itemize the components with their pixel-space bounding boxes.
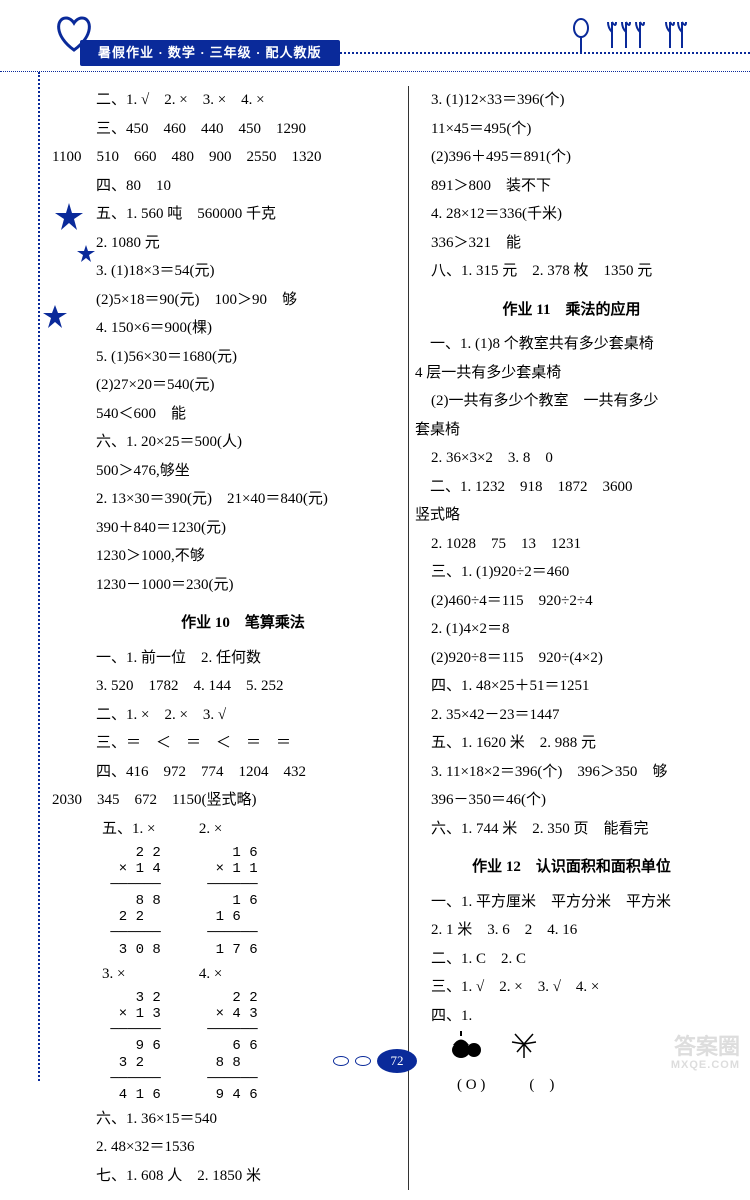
calc-label: 3. × [102, 966, 125, 982]
text-line: 二、1. √ 2. × 3. × 4. × [96, 86, 390, 115]
text-line: 三、450 460 440 450 1290 [96, 115, 390, 144]
calc-label: 4. × [199, 966, 222, 982]
calc-label: 2. × [199, 821, 222, 837]
tulip-icon [662, 18, 690, 52]
text-line: 390＋840＝1230(元) [96, 514, 390, 543]
text-line: 三、1. (1)920÷2＝460 [431, 558, 712, 587]
text-line: 4. 28×12＝336(千米) [431, 200, 712, 229]
content-columns: 二、1. √ 2. × 3. × 4. × 三、450 460 440 450 … [0, 72, 750, 1200]
text-line: 二、1. 1232 918 1872 3600 [415, 473, 712, 502]
text-line: 四、1. [431, 1002, 712, 1031]
vertical-calc: 2 2 × 1 4 ────── 8 8 2 2 ────── 3 0 8 [102, 845, 161, 958]
footer-oval-icon [333, 1056, 349, 1066]
page-header: 暑假作业 · 数学 · 三年级 · 配人教版 [0, 0, 750, 72]
text-line: 500＞476,够坐 [96, 457, 390, 486]
text-line: (2)460÷4＝115 920÷2÷4 [431, 587, 712, 616]
tulip-icon [606, 18, 646, 52]
text-line: 2030 345 672 1150(竖式略) [52, 786, 390, 815]
header-plants [572, 18, 690, 52]
text-line: 六、1. 744 米 2. 350 页 能看完 [431, 815, 712, 844]
text-line: 八、1. 315 元 2. 378 枚 1350 元 [431, 257, 712, 286]
text-line: (2)920÷8＝115 920÷(4×2) [431, 644, 712, 673]
text-line: 1230＞1000,不够 [96, 542, 390, 571]
text-line: 396－350＝46(个) [431, 786, 712, 815]
header-dots [340, 52, 750, 54]
answer-mark: ( O ) [457, 1071, 485, 1100]
page-footer: 72 [0, 1049, 750, 1073]
vertical-calc: 2 2 × 4 3 ────── 6 6 8 8 ────── 9 4 6 [199, 990, 258, 1103]
text-line: 5. (1)56×30＝1680(元) [96, 343, 390, 372]
text-line: (2)5×18＝90(元) 100＞90 够 [96, 286, 390, 315]
text-line: 3. (1)12×33＝396(个) [431, 86, 712, 115]
answer-row: ( O ) ( ) [457, 1071, 712, 1100]
text-line: 三、＝ ＜ ＝ ＜ ＝ ＝ [96, 729, 390, 758]
calc-label: 五、1. × [102, 821, 155, 837]
star-icon [42, 304, 68, 341]
right-column: 3. (1)12×33＝396(个) 11×45＝495(个) (2)396＋4… [409, 86, 722, 1190]
text-line: 1100 510 660 480 900 2550 1320 [52, 143, 390, 172]
vertical-calc: 3 2 × 1 3 ────── 9 6 3 2 ────── 4 1 6 [102, 990, 161, 1103]
page-number: 72 [377, 1049, 417, 1073]
answer-blank: ( ) [529, 1071, 554, 1100]
text-line: 891＞800 装不下 [431, 172, 712, 201]
text-line: 4. 150×6＝900(棵) [96, 314, 390, 343]
text-line: 2. (1)4×2＝8 [431, 615, 712, 644]
text-line: 四、1. 48×25＋51＝1251 [431, 672, 712, 701]
star-icon [76, 244, 96, 275]
text-line: 11×45＝495(个) [431, 115, 712, 144]
text-line: 竖式略 [415, 501, 712, 530]
text-line: 336＞321 能 [431, 229, 712, 258]
text-line: 2. 1 米 3. 6 2 4. 16 [431, 916, 712, 945]
text-line: 二、1. C 2. C [431, 945, 712, 974]
text-line: 540＜600 能 [96, 400, 390, 429]
text-line: 4 层一共有多少套桌椅 [415, 359, 712, 388]
text-line: 一、1. 平方厘米 平方分米 平方米 [431, 888, 712, 917]
footer-oval-icon [355, 1056, 371, 1066]
vertical-calc: 1 6 × 1 1 ────── 1 6 1 6 ────── 1 7 6 [199, 845, 258, 958]
text-line: 二、1. × 2. × 3. √ [96, 701, 390, 730]
text-line: 七、1. 608 人 2. 1850 米 [96, 1162, 390, 1191]
text-line: 五、1. 1620 米 2. 988 元 [431, 729, 712, 758]
text-line: 1230－1000＝230(元) [96, 571, 390, 600]
text-line: 一、1. 前一位 2. 任何数 [96, 644, 390, 673]
star-icon [54, 202, 84, 243]
text-line: (2)396＋495＝891(个) [431, 143, 712, 172]
text-line: 六、1. 36×15＝540 [96, 1105, 390, 1134]
text-line: 3. 11×18×2＝396(个) 396＞350 够 [431, 758, 712, 787]
text-line: 2. 1028 75 13 1231 [431, 530, 712, 559]
text-line: 2. 1080 元 [96, 229, 390, 258]
section-title: 作业 11 乘法的应用 [431, 296, 712, 325]
text-line: 2. 36×3×2 3. 8 0 [431, 444, 712, 473]
text-line: 一、1. (1)8 个教室共有多少套桌椅 [415, 330, 712, 359]
text-line: 2. 13×30＝390(元) 21×40＝840(元) [96, 485, 390, 514]
text-line: 3. 520 1782 4. 144 5. 252 [96, 672, 390, 701]
plant-icon [572, 18, 590, 52]
left-margin-dots [38, 72, 40, 1081]
text-line: 套桌椅 [415, 416, 712, 445]
header-title: 暑假作业 · 数学 · 三年级 · 配人教版 [80, 40, 340, 66]
text-line: (2)27×20＝540(元) [96, 371, 390, 400]
text-line: 2. 48×32＝1536 [96, 1133, 390, 1162]
text-line: 六、1. 20×25＝500(人) [96, 428, 390, 457]
text-line: (2)一共有多少个教室 一共有多少 [431, 387, 712, 416]
left-column: 二、1. √ 2. × 3. × 4. × 三、450 460 440 450 … [96, 86, 409, 1190]
text-line: 四、80 10 [96, 172, 390, 201]
section-title: 作业 12 认识面积和面积单位 [431, 853, 712, 882]
text-line: 2. 35×42－23＝1447 [431, 701, 712, 730]
text-line: 五、1. 560 吨 560000 千克 [96, 200, 390, 229]
text-line: 四、416 972 774 1204 432 [96, 758, 390, 787]
text-line: 三、1. √ 2. × 3. √ 4. × [431, 973, 712, 1002]
text-line: 3. (1)18×3＝54(元) [96, 257, 390, 286]
vertical-calc-row: 3. × 3 2 × 1 3 ────── 9 6 3 2 ────── 4 1… [102, 960, 390, 1105]
vertical-calc-row: 五、1. × 2 2 × 1 4 ────── 8 8 2 2 ────── 3… [102, 815, 390, 960]
section-title: 作业 10 笔算乘法 [96, 609, 390, 638]
